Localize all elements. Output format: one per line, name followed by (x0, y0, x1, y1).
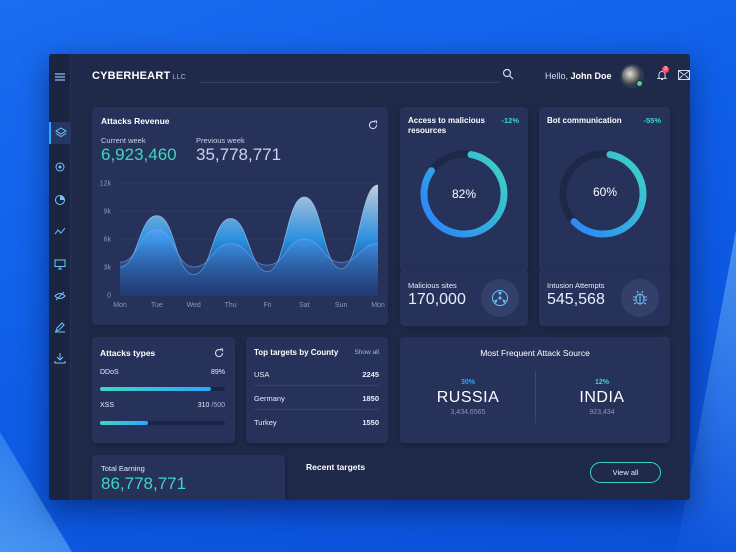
card-title: Bot communication (547, 116, 622, 125)
current-week-label: Current week (101, 136, 146, 145)
refresh-icon[interactable] (214, 348, 224, 358)
x-tick-label: Mon (371, 302, 385, 309)
stat-value: 545,568 (547, 291, 605, 308)
recent-targets-title: Recent targets (306, 462, 366, 472)
y-tick-label: 12k (100, 181, 112, 188)
x-tick-label: Thu (225, 302, 237, 309)
pie-chart-icon[interactable] (49, 189, 71, 211)
x-tick-label: Sat (299, 302, 310, 309)
earning-value: 86,778,771 (101, 474, 187, 493)
change-badge: -12% (501, 116, 519, 125)
table-row: Germany 1850 (254, 388, 379, 410)
donut-arc (559, 150, 647, 238)
bot-communication-card: Bot communication -55% 60% (539, 107, 670, 272)
search-input[interactable] (199, 82, 499, 83)
download-icon[interactable] (49, 347, 71, 369)
card-title: Top targets by County (254, 348, 339, 357)
access-donut-chart (420, 150, 508, 238)
current-week-value: 6,923,460 (101, 145, 177, 164)
attack-type-row: XSS 310 /500 (100, 402, 225, 409)
access-malicious-card: Access to malicious resources -12% 82% (400, 107, 528, 272)
intrusion-attempts-card: Intusion Attempts 545,568 (539, 270, 670, 326)
x-tick-label: Tue (151, 302, 163, 309)
table-row: USA 2245 (254, 364, 379, 386)
refresh-icon[interactable] (368, 120, 378, 130)
bot-donut-chart (559, 150, 647, 238)
y-tick-label: 9k (104, 209, 112, 216)
progress-fill (100, 421, 148, 425)
online-status-dot (636, 80, 643, 87)
donut-arc (420, 150, 508, 238)
user-greeting: Hello, John Doe (545, 71, 612, 81)
y-tick-label: 0 (107, 293, 111, 300)
avatar[interactable] (620, 64, 644, 88)
divider (535, 371, 536, 423)
y-tick-label: 3k (104, 265, 112, 272)
x-tick-label: Mon (113, 302, 127, 309)
previous-week-value: 35,778,771 (196, 145, 282, 164)
x-tick-label: Wed (187, 302, 201, 309)
notification-badge: 3 (662, 66, 669, 73)
menu-icon[interactable] (49, 66, 71, 88)
x-tick-label: Sun (335, 302, 348, 309)
card-title: Access to malicious resources (408, 116, 485, 135)
show-all-link[interactable]: Show all (354, 349, 379, 356)
change-badge: -55% (643, 116, 661, 125)
series-line-1 (119, 229, 379, 268)
attack-source-card: Most Frequent Attack Source 30% RUSSIA 3… (400, 337, 670, 443)
stat-label: Intusion Attempts (547, 281, 605, 290)
source-russia: 30% RUSSIA 3,434,6565 (436, 379, 500, 416)
top-targets-card: Top targets by County Show all USA 2245 G… (246, 337, 388, 443)
previous-week-label: Previous week (196, 136, 245, 145)
sidebar (49, 54, 71, 500)
top-bar: CYBERHEART LLC Hello, John Doe 3 (71, 54, 690, 98)
attack-type-row: DDoS 89% (100, 369, 225, 376)
donut-percent: 82% (452, 187, 477, 201)
edit-icon[interactable] (49, 316, 71, 338)
search-icon[interactable] (502, 68, 514, 80)
x-tick-label: Fri (263, 302, 272, 309)
view-all-button[interactable]: View all (590, 462, 661, 483)
trend-icon[interactable] (49, 220, 71, 242)
source-india: 12% INDIA 923,434 (579, 379, 625, 416)
attacks-types-card: Attacks types DDoS 89% XSS 310 /500 (92, 337, 235, 443)
bug-icon (621, 279, 659, 317)
card-title: Attacks types (100, 348, 156, 358)
stat-value: 170,000 (408, 291, 466, 308)
mail-icon[interactable] (678, 70, 690, 80)
card-title: Most Frequent Attack Source (480, 348, 590, 358)
dashboard-window: CYBERHEART LLC Hello, John Doe 3 Attacks … (49, 54, 690, 500)
layers-icon[interactable] (49, 122, 71, 144)
total-earning-card: Total Earning 86,778,771 (92, 455, 285, 500)
area-series-1 (120, 229, 378, 295)
donut-percent: 60% (593, 185, 618, 199)
monitor-icon[interactable] (49, 253, 71, 275)
stat-label: Malicious sites (408, 281, 457, 290)
progress-bar (100, 387, 225, 391)
target-icon[interactable] (49, 156, 71, 178)
table-row: Turkey 1550 (254, 417, 379, 427)
progress-bar (100, 421, 225, 425)
card-title: Attacks Revenue (101, 116, 170, 126)
progress-fill (100, 387, 212, 391)
eye-off-icon[interactable] (49, 285, 71, 307)
radiation-icon (481, 279, 519, 317)
brand-logo: CYBERHEART LLC (92, 70, 186, 82)
attacks-revenue-card: Attacks Revenue Current week 6,923,460 P… (92, 107, 388, 325)
y-tick-label: 6k (104, 237, 112, 244)
earning-label: Total Earning (101, 464, 145, 473)
malicious-sites-card: Malicious sites 170,000 (400, 270, 528, 326)
